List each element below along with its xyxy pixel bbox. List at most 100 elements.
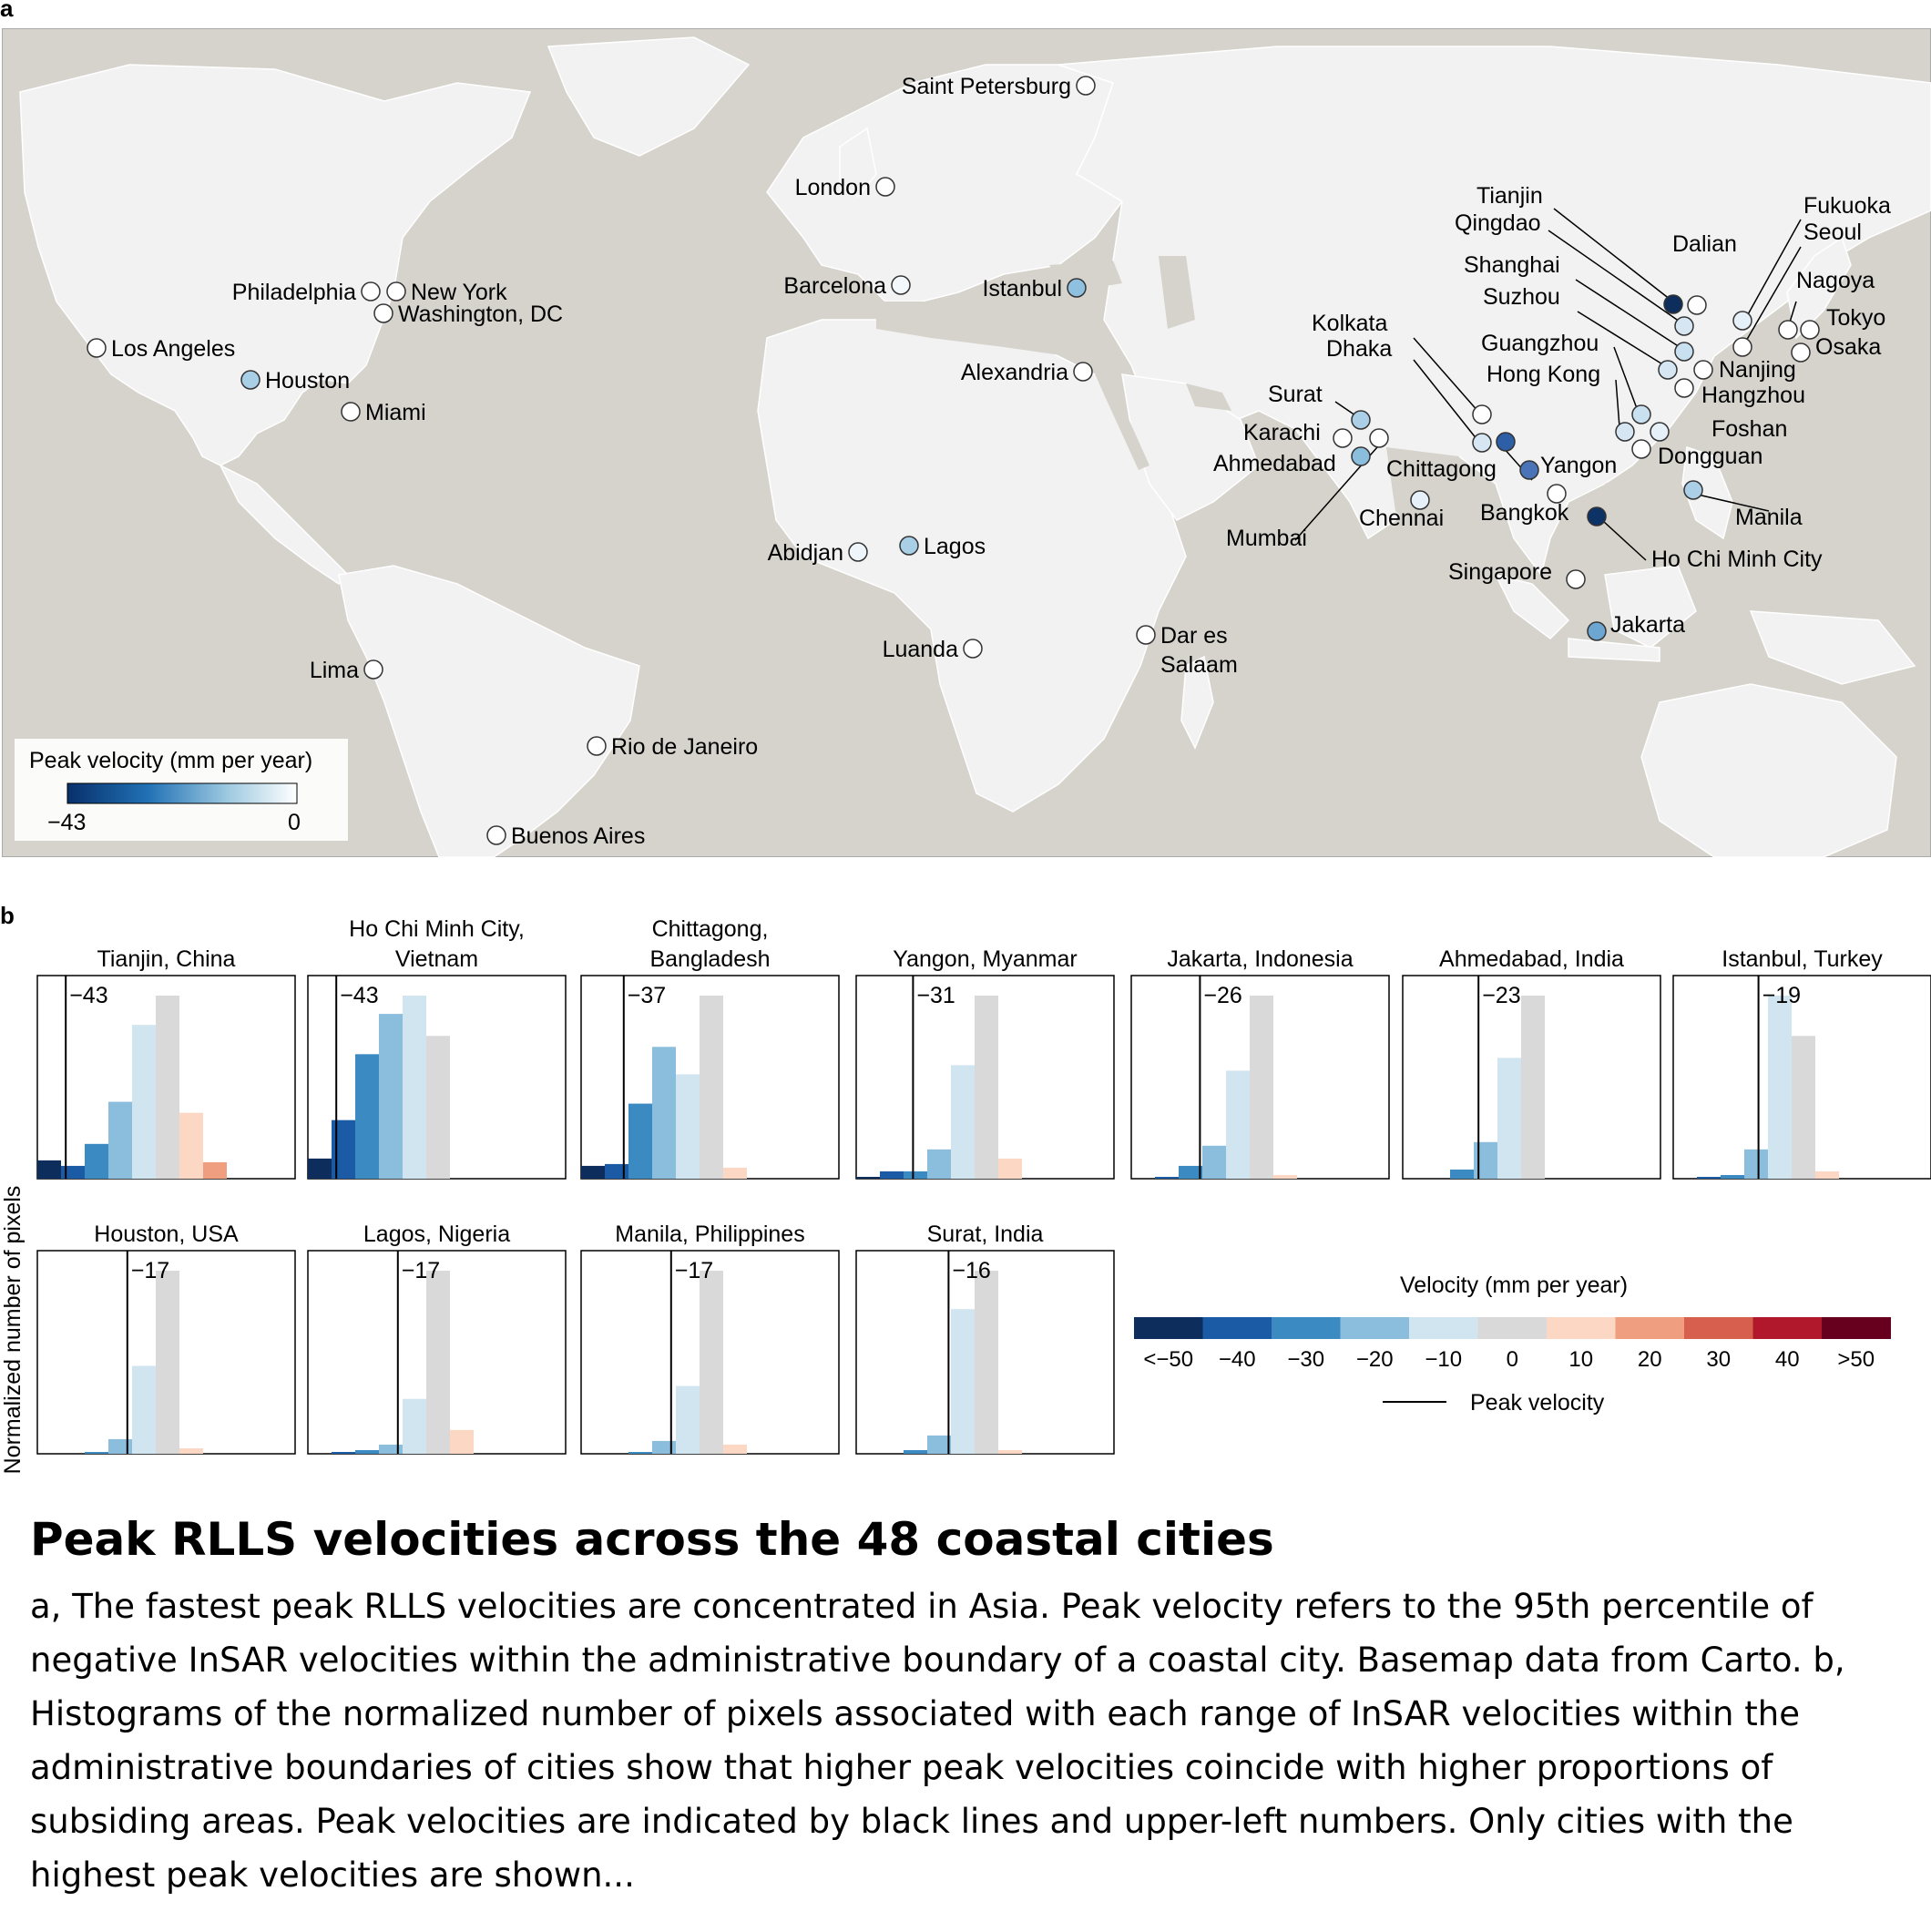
panel-b-letter: b xyxy=(0,902,15,929)
velocity-tick-label: 20 xyxy=(1638,1347,1662,1372)
marker-lagos[interactable] xyxy=(899,536,919,556)
histogram-houston: Houston, USA −17 xyxy=(36,1222,296,1455)
marker-yangon[interactable] xyxy=(1519,460,1539,480)
marker-seoul[interactable] xyxy=(1732,311,1752,331)
marker-surat[interactable] xyxy=(1351,410,1371,430)
label-ahmedabad: Ahmedabad xyxy=(1213,451,1336,476)
label-nagoya: Nagoya xyxy=(1796,268,1875,293)
histogram-bar xyxy=(975,1271,998,1454)
marker-dongguan[interactable] xyxy=(1631,439,1651,459)
velocity-swatch xyxy=(1134,1317,1203,1339)
marker-lima[interactable] xyxy=(363,659,383,680)
histogram-chittagong: Chittagong, Bangladesh −37 xyxy=(580,916,840,1180)
histogram-bar xyxy=(132,1365,156,1454)
peak-velocity-value: −26 xyxy=(1203,983,1241,1008)
velocity-swatch xyxy=(1615,1317,1685,1339)
marker-istanbul[interactable] xyxy=(1067,278,1087,298)
label-lagos: Lagos xyxy=(924,534,986,559)
marker-philadelphia[interactable] xyxy=(361,281,381,302)
velocity-tick-label: −30 xyxy=(1287,1347,1324,1372)
persian-gulf xyxy=(1186,383,1231,411)
marker-dhaka[interactable] xyxy=(1472,433,1492,453)
histogram-title: Tianjin, China xyxy=(97,946,236,972)
histogram-bar xyxy=(951,1065,975,1179)
marker-abidjan[interactable] xyxy=(848,542,868,562)
marker-osaka[interactable] xyxy=(1791,342,1811,363)
marker-buenos-aires[interactable] xyxy=(486,825,506,845)
label-jakarta: Jakarta xyxy=(1610,612,1685,638)
histogram-title: Surat, India xyxy=(927,1222,1044,1247)
label-houston: Houston xyxy=(265,368,350,394)
marker-manila[interactable] xyxy=(1683,480,1703,500)
histogram-title: Manila, Philippines xyxy=(615,1222,804,1247)
histogram-title: Chittagong, xyxy=(652,916,769,942)
marker-bangkok[interactable] xyxy=(1547,484,1567,504)
histogram-title: Ahmedabad, India xyxy=(1439,946,1624,972)
marker-chittagong[interactable] xyxy=(1496,432,1516,452)
velocity-swatch xyxy=(1409,1317,1478,1339)
marker-shanghai[interactable] xyxy=(1674,342,1694,362)
marker-kolkata[interactable] xyxy=(1472,404,1492,424)
histogram-bar xyxy=(723,1444,747,1454)
marker-tokyo[interactable] xyxy=(1800,320,1820,340)
marker-new-york[interactable] xyxy=(386,281,406,302)
map-legend-title: Peak velocity (mm per year) xyxy=(29,748,312,773)
inland-seas xyxy=(876,256,1687,566)
marker-qingdao[interactable] xyxy=(1674,316,1694,336)
histogram-title: Istanbul, Turkey xyxy=(1722,946,1883,972)
label-osaka: Osaka xyxy=(1815,334,1881,360)
histogram-bar xyxy=(998,1449,1022,1454)
velocity-legend: Velocity (mm per year) <−50 −40 −30 −20 −10 0… xyxy=(1134,1273,1891,1416)
histogram-bar xyxy=(379,1014,403,1179)
marker-nagoya[interactable] xyxy=(1778,320,1798,340)
marker-jakarta[interactable] xyxy=(1587,621,1607,641)
marker-london[interactable] xyxy=(875,177,895,197)
marker-tianjin[interactable] xyxy=(1663,294,1683,314)
marker-fukuoka[interactable] xyxy=(1732,337,1752,357)
marker-hong-kong[interactable] xyxy=(1615,422,1635,442)
south-america xyxy=(338,565,640,857)
marker-foshan[interactable] xyxy=(1650,422,1670,442)
marker-hangzhou[interactable] xyxy=(1674,378,1694,398)
histogram-bar xyxy=(355,1054,379,1179)
marker-los-angeles[interactable] xyxy=(87,338,107,358)
marker-guangzhou[interactable] xyxy=(1631,404,1651,424)
marker-dalian[interactable] xyxy=(1687,295,1707,315)
south-china-sea xyxy=(1605,456,1687,566)
histogram-bar xyxy=(203,1161,227,1179)
marker-saint-petersburg[interactable] xyxy=(1076,76,1096,96)
label-bangkok: Bangkok xyxy=(1480,500,1569,526)
peak-velocity-value: −16 xyxy=(952,1258,990,1283)
histogram-title: Houston, USA xyxy=(94,1222,239,1247)
histogram-bar xyxy=(904,1170,927,1179)
marker-miami[interactable] xyxy=(341,402,361,422)
marker-singapore[interactable] xyxy=(1566,569,1586,589)
velocity-swatch xyxy=(1684,1317,1753,1339)
marker-washington-dc[interactable] xyxy=(373,303,393,323)
marker-dar-es-salaam[interactable] xyxy=(1136,625,1156,645)
histogram-bar xyxy=(85,1451,108,1454)
histogram-bar xyxy=(1250,996,1273,1179)
marker-ho-chi-minh-city[interactable] xyxy=(1587,506,1607,526)
marker-rio-de-janeiro[interactable] xyxy=(587,736,607,756)
marker-barcelona[interactable] xyxy=(891,275,911,295)
label-seoul: Seoul xyxy=(1803,220,1862,245)
madagascar xyxy=(1180,655,1214,750)
marker-nanjing[interactable] xyxy=(1693,360,1713,380)
label-singapore: Singapore xyxy=(1448,559,1552,585)
japan xyxy=(1786,236,1852,340)
histogram-bar xyxy=(652,1440,676,1454)
marker-karachi[interactable] xyxy=(1333,428,1353,448)
histogram-bar xyxy=(179,1112,203,1179)
label-mumbai: Mumbai xyxy=(1226,526,1307,551)
histogram-bar xyxy=(1768,996,1792,1179)
marker-ahmedabad[interactable] xyxy=(1351,446,1371,466)
marker-chennai[interactable] xyxy=(1410,490,1430,510)
label-ho-chi-minh-city: Ho Chi Minh City xyxy=(1651,547,1823,572)
marker-mumbai[interactable] xyxy=(1369,428,1389,448)
marker-alexandria[interactable] xyxy=(1073,362,1093,382)
marker-houston[interactable] xyxy=(240,370,261,390)
marker-luanda[interactable] xyxy=(963,639,983,659)
label-karachi: Karachi xyxy=(1243,420,1321,445)
marker-suzhou[interactable] xyxy=(1658,360,1678,380)
